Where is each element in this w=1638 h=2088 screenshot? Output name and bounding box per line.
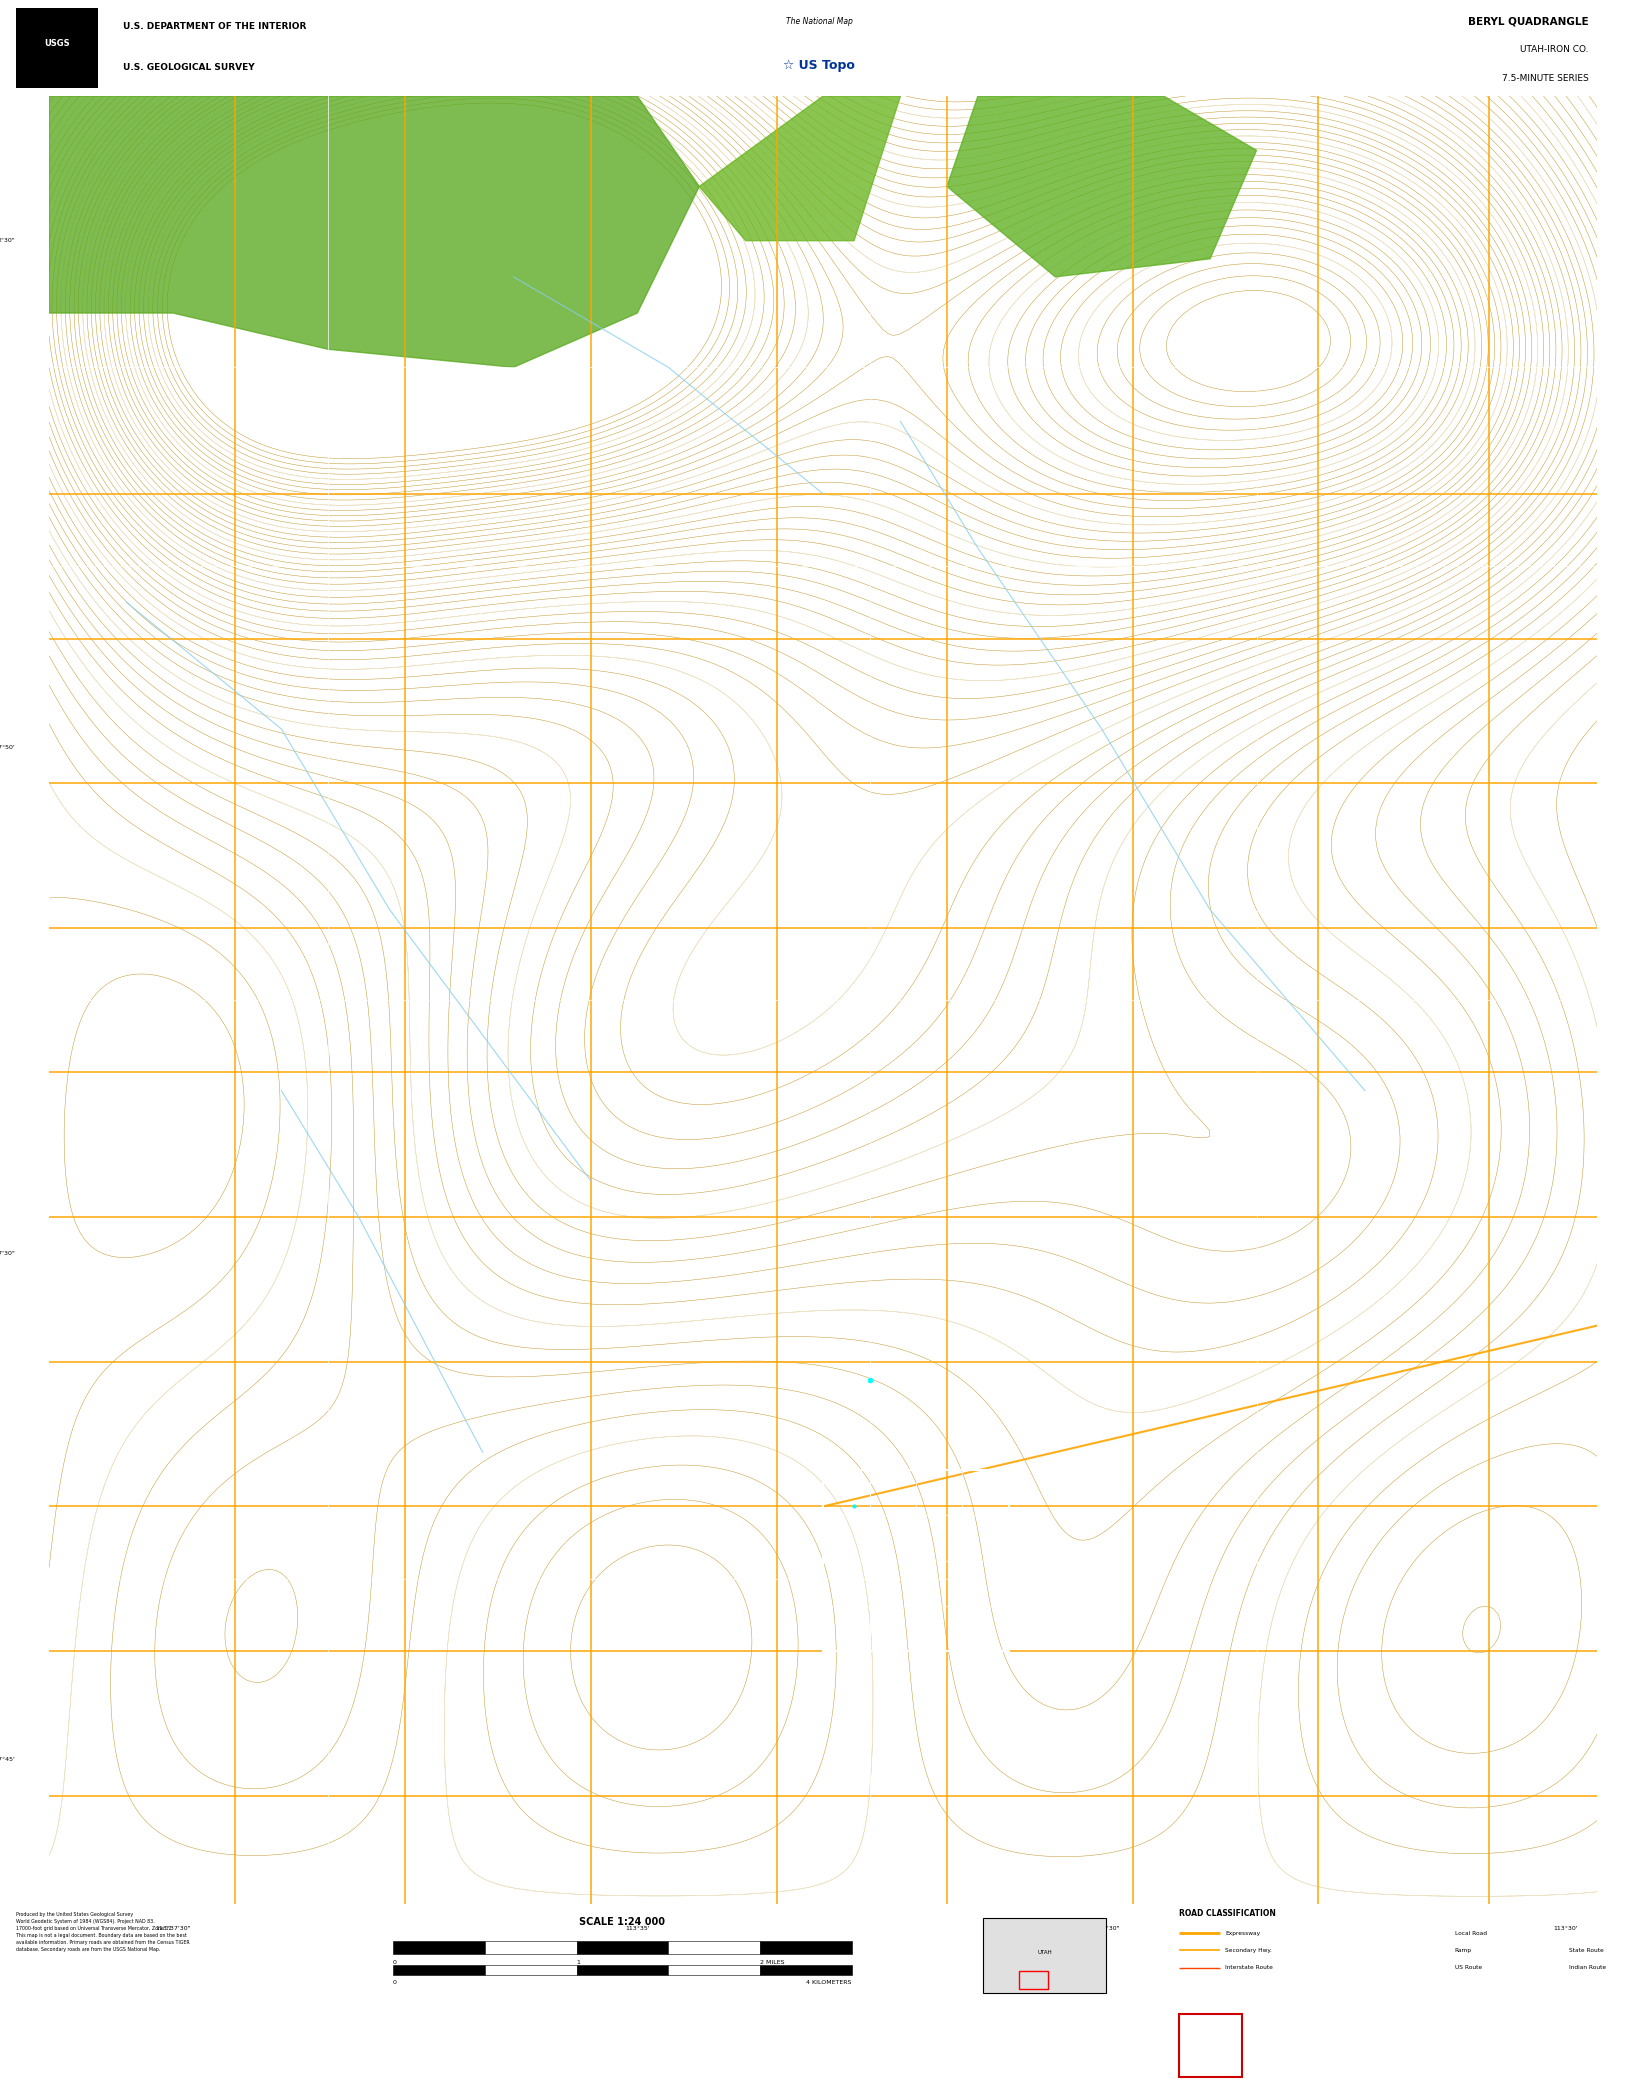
Bar <box>1019 1971 1048 1988</box>
Text: U.S. DEPARTMENT OF THE INTERIOR: U.S. DEPARTMENT OF THE INTERIOR <box>123 23 306 31</box>
Text: Expressway: Expressway <box>1225 1931 1260 1936</box>
Polygon shape <box>947 96 1256 278</box>
Bar <box>16 8 98 88</box>
Bar <box>668 1940 760 1954</box>
Text: 2 MILES: 2 MILES <box>760 1961 785 1965</box>
Bar <box>577 1965 668 1975</box>
Polygon shape <box>699 96 901 240</box>
Text: 37°50': 37°50' <box>0 745 15 750</box>
Text: 0: 0 <box>393 1979 396 1986</box>
Text: UTAH-IRON CO.: UTAH-IRON CO. <box>1520 46 1589 54</box>
Text: ROAD CLASSIFICATION: ROAD CLASSIFICATION <box>1179 1908 1276 1919</box>
Bar <box>393 1940 485 1954</box>
Text: BERYL QUADRANGLE: BERYL QUADRANGLE <box>1468 17 1589 27</box>
Bar <box>822 1470 1009 1652</box>
Bar <box>485 1940 577 1954</box>
Text: 113°30': 113°30' <box>1554 1925 1579 1931</box>
Bar <box>760 1965 852 1975</box>
Bar <box>485 1965 577 1975</box>
Text: Produced by the United States Geological Survey
World Geodetic System of 1984 (W: Produced by the United States Geological… <box>16 1913 190 1952</box>
Bar <box>393 1965 485 1975</box>
Text: The National Map: The National Map <box>786 17 852 25</box>
Text: 4 KILOMETERS: 4 KILOMETERS <box>806 1979 852 1986</box>
Text: 113°32'30": 113°32'30" <box>1084 1925 1119 1931</box>
Text: US Route: US Route <box>1455 1965 1482 1971</box>
Text: 113°37'30": 113°37'30" <box>156 1925 190 1931</box>
Text: 37°47'30": 37°47'30" <box>0 1251 15 1255</box>
Text: 37°52'30": 37°52'30" <box>0 238 15 242</box>
Text: Indian Route: Indian Route <box>1569 1965 1607 1971</box>
Polygon shape <box>49 96 699 367</box>
Bar <box>668 1965 760 1975</box>
Bar <box>1179 2015 1242 2078</box>
Text: 37°45': 37°45' <box>0 1758 15 1762</box>
Text: ☆ US Topo: ☆ US Topo <box>783 58 855 71</box>
Text: U.S. GEOLOGICAL SURVEY: U.S. GEOLOGICAL SURVEY <box>123 63 254 71</box>
Text: State Route: State Route <box>1569 1948 1604 1952</box>
Text: 0: 0 <box>393 1961 396 1965</box>
Text: Ramp: Ramp <box>1455 1948 1471 1952</box>
Text: Interstate Route: Interstate Route <box>1225 1965 1273 1971</box>
Text: 1: 1 <box>577 1961 580 1965</box>
Text: 7.5-MINUTE SERIES: 7.5-MINUTE SERIES <box>1502 75 1589 84</box>
Bar <box>577 1940 668 1954</box>
Bar <box>983 1917 1106 1992</box>
Text: UTAH: UTAH <box>1037 1950 1053 1954</box>
Text: Secondary Hwy.: Secondary Hwy. <box>1225 1948 1273 1952</box>
Text: SCALE 1:24 000: SCALE 1:24 000 <box>580 1917 665 1927</box>
Bar <box>760 1940 852 1954</box>
Text: 113°35': 113°35' <box>626 1925 650 1931</box>
Text: Local Road: Local Road <box>1455 1931 1487 1936</box>
Text: USGS: USGS <box>44 40 70 48</box>
